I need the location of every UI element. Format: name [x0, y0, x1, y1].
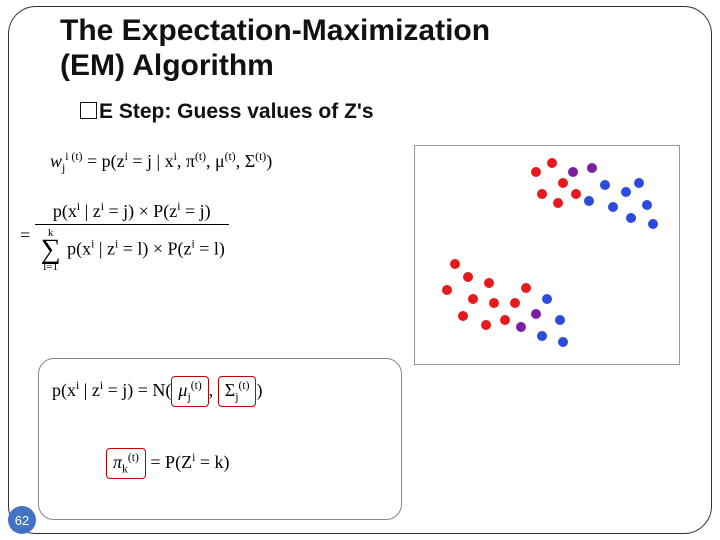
scatter-point [648, 219, 658, 229]
scatter-point [442, 285, 452, 295]
scatter-point [553, 198, 563, 208]
scatter-point [608, 202, 618, 212]
bullet-box-icon [80, 102, 97, 119]
sigma-param-box: Σj(t) [218, 376, 257, 407]
scatter-point [600, 180, 610, 190]
scatter-point [531, 309, 541, 319]
scatter-point [571, 189, 581, 199]
formula-fraction: = p(xi | zi = j) × P(zi = j) k∑l=1 p(xi … [20, 200, 229, 273]
scatter-point [521, 283, 531, 293]
scatter-point [481, 320, 491, 330]
scatter-point [484, 278, 494, 288]
scatter-point [516, 322, 526, 332]
scatter-point [468, 294, 478, 304]
scatter-point [547, 158, 557, 168]
scatter-point [489, 298, 499, 308]
mu-param-box: μj(t) [171, 376, 208, 407]
scatter-point [531, 167, 541, 177]
title-line1: The Expectation-Maximization [60, 14, 490, 47]
scatter-point [463, 272, 473, 282]
scatter-point [542, 294, 552, 304]
scatter-point [558, 337, 568, 347]
scatter-point [558, 178, 568, 188]
subtitle-text: E Step: Guess values of Z's [99, 100, 374, 123]
scatter-point [500, 315, 510, 325]
page-number-badge: 62 [8, 506, 36, 534]
scatter-point [621, 187, 631, 197]
scatter-plot [414, 145, 680, 365]
title-line2: (EM) Algorithm [60, 49, 274, 82]
slide-title: The Expectation-Maximization (EM) Algori… [60, 14, 660, 83]
scatter-point [510, 298, 520, 308]
scatter-point [568, 167, 578, 177]
scatter-point [584, 196, 594, 206]
scatter-point [450, 259, 460, 269]
formula-prior: πk(t) = P(Zi = k) [106, 448, 229, 479]
scatter-point [587, 163, 597, 173]
scatter-point [626, 213, 636, 223]
scatter-point [537, 331, 547, 341]
scatter-point [634, 178, 644, 188]
formula-gaussian: p(xi | zi = j) = N(μj(t), Σj(t)) [52, 376, 262, 407]
scatter-point [537, 189, 547, 199]
scatter-point [458, 311, 468, 321]
scatter-point [642, 200, 652, 210]
pi-param-box: πk(t) [106, 448, 146, 479]
formula-w: wji (t) = p(zi = j | xi, π(t), μ(t), Σ(t… [50, 150, 272, 175]
subtitle: E Step: Guess values of Z's [80, 100, 374, 124]
scatter-point [555, 315, 565, 325]
page-number: 62 [15, 513, 29, 528]
